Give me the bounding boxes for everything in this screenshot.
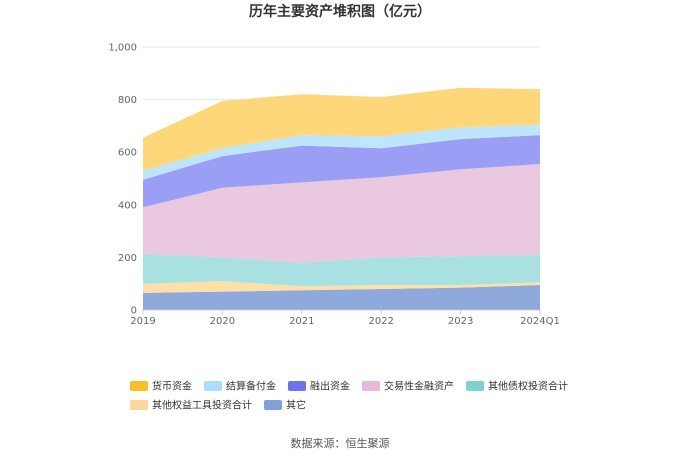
area-series (143, 285, 540, 310)
legend-swatch (263, 400, 282, 410)
stacked-areas (143, 87, 540, 310)
legend-item[interactable]: 结算备付金 (203, 380, 276, 393)
legend-label: 其他债权投资合计 (488, 380, 568, 393)
legend-swatch (130, 381, 148, 391)
legend-item[interactable]: 融出资金 (287, 380, 350, 393)
y-tick-label: 0 (131, 306, 137, 317)
legend-swatch (361, 381, 380, 391)
legend-item[interactable]: 其它 (263, 399, 306, 412)
legend-label: 交易性金融资产 (384, 380, 454, 393)
x-tick-label: 2023 (448, 316, 473, 327)
legend-label: 融出资金 (310, 380, 350, 393)
legend-label: 其它 (286, 399, 306, 412)
area-series (143, 281, 540, 293)
legend-label: 结算备付金 (226, 380, 276, 393)
legend-item[interactable]: 其他债权投资合计 (465, 380, 568, 393)
x-tick-label: 2021 (289, 316, 314, 327)
x-tick-label: 2020 (210, 316, 235, 327)
y-tick-label: 200 (118, 253, 137, 264)
legend-swatch (203, 381, 222, 391)
source-note: 数据来源：恒生聚源 (291, 436, 390, 450)
area-series (143, 164, 540, 263)
legend-label: 货币资金 (152, 380, 192, 393)
area-series (143, 135, 540, 208)
y-tick-label: 600 (118, 148, 137, 159)
x-tick-label: 2024Q1 (520, 316, 560, 327)
legend-item[interactable]: 货币资金 (130, 380, 192, 393)
area-series (143, 87, 540, 171)
legend-label: 其他权益工具投资合计 (152, 399, 252, 412)
legend-swatch (130, 400, 148, 410)
y-tick-label: 1,000 (108, 43, 137, 54)
area-series (143, 124, 540, 180)
x-tick-label: 2019 (130, 316, 155, 327)
legend-item[interactable]: 交易性金融资产 (361, 380, 454, 393)
x-tick-label: 2022 (368, 316, 393, 327)
legend-item[interactable]: 其他权益工具投资合计 (130, 399, 252, 412)
legend-swatch (465, 381, 484, 391)
area-series (143, 253, 540, 287)
chart-title: 历年主要资产堆积图（亿元） (249, 3, 431, 20)
axes: 0 200 400 600 800 1,000 2019 2020 2021 2022 2023 20… (108, 43, 559, 328)
legend-swatch (287, 381, 306, 391)
y-tick-label: 800 (118, 95, 137, 106)
y-tick-label: 400 (118, 200, 137, 211)
